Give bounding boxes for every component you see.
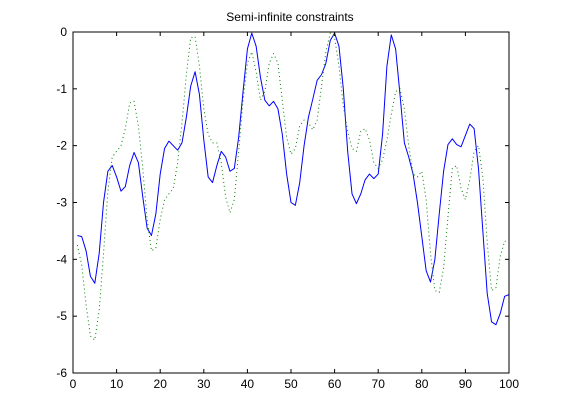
y-tick-label: -3 bbox=[56, 196, 67, 210]
y-tick-label: 0 bbox=[60, 25, 67, 39]
y-tick-label: -5 bbox=[56, 309, 67, 323]
series-line-1 bbox=[77, 32, 510, 326]
y-tick-label: -1 bbox=[56, 82, 67, 96]
x-tick-label: 10 bbox=[110, 377, 124, 391]
x-tick-label: 20 bbox=[154, 377, 168, 391]
x-tick-label: 80 bbox=[415, 377, 429, 391]
x-tick-label: 40 bbox=[241, 377, 255, 391]
x-tick-label: 60 bbox=[328, 377, 342, 391]
x-tick-label: 70 bbox=[372, 377, 386, 391]
series-layer bbox=[76, 32, 510, 341]
x-tick-label: 0 bbox=[70, 377, 77, 391]
x-tick-label: 100 bbox=[499, 377, 519, 391]
y-tick-label: -4 bbox=[56, 252, 67, 266]
x-tick-label: 90 bbox=[459, 377, 473, 391]
y-tick-label: -2 bbox=[56, 139, 67, 153]
y-axis: 0 -1 -2 -3 -4 -5 -6 bbox=[56, 25, 509, 380]
x-tick-label: 50 bbox=[284, 377, 298, 391]
x-axis: 0 10 20 30 40 50 60 70 80 90 100 bbox=[70, 32, 519, 391]
y-tick-label: -6 bbox=[56, 366, 67, 380]
chart-title: Semi-infinite constraints bbox=[226, 10, 353, 24]
x-tick-label: 30 bbox=[197, 377, 211, 391]
